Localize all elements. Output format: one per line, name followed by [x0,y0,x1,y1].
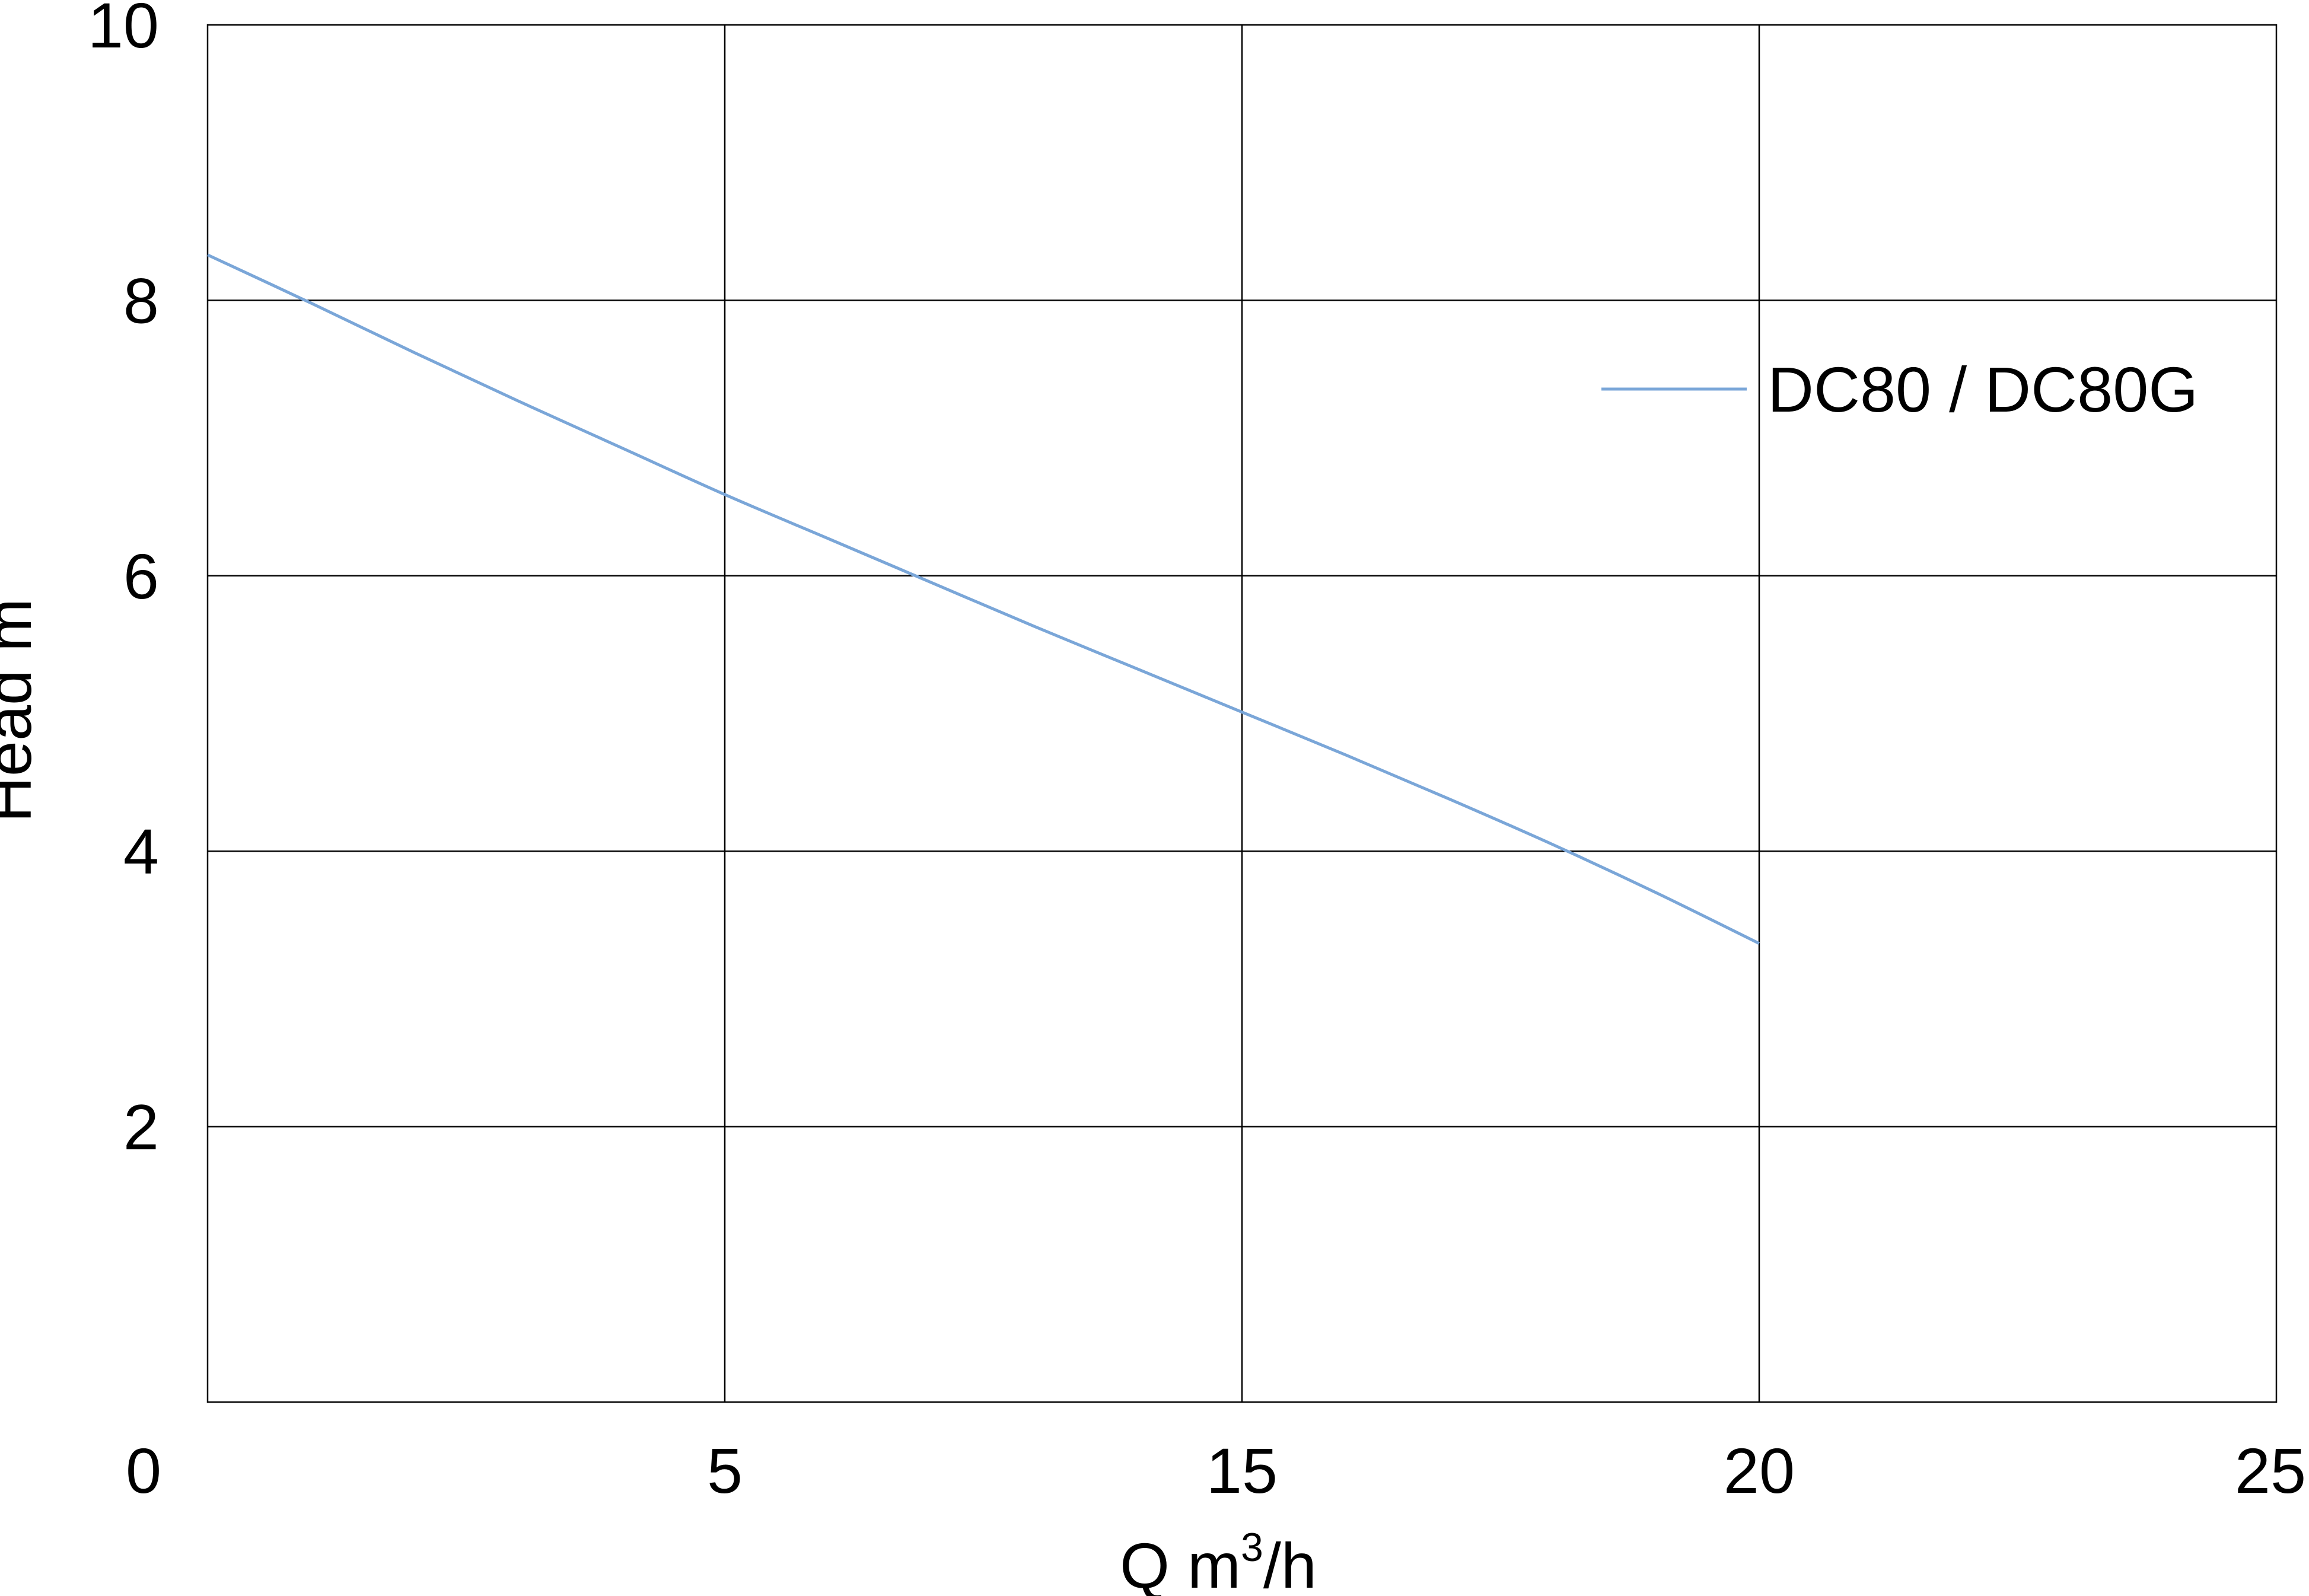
x-axis-label: Q m3/h [1120,1525,1317,1596]
x-tick-labels: 0 5 15 20 25 [126,1435,2306,1506]
y-tick-label: 6 [123,540,159,612]
y-tick-label: 8 [123,265,159,336]
x-axis-label-main: Q m [1120,1530,1241,1596]
x-tick-label: 5 [707,1435,743,1506]
x-axis-label-tail: /h [1263,1530,1317,1596]
x-tick-label: 25 [2235,1435,2306,1506]
legend: DC80 / DC80G [1601,353,2198,425]
grid [208,25,2276,1402]
y-axis-label: Head m [0,598,44,823]
x-tick-label: 0 [126,1435,161,1506]
y-tick-label: 2 [123,1091,159,1163]
x-tick-label: 15 [1206,1435,1278,1506]
legend-label-dc80: DC80 / DC80G [1767,353,2198,425]
series-line-dc80 [206,253,1760,945]
series-layer [206,253,1760,945]
x-tick-label: 20 [1724,1435,1795,1506]
plot-frame [206,24,2278,1403]
x-axis-label-superscript: 3 [1241,1525,1263,1570]
y-tick-label: 10 [88,0,159,61]
y-tick-labels: 2 4 6 8 10 [88,0,159,1163]
y-tick-label: 4 [123,815,159,887]
